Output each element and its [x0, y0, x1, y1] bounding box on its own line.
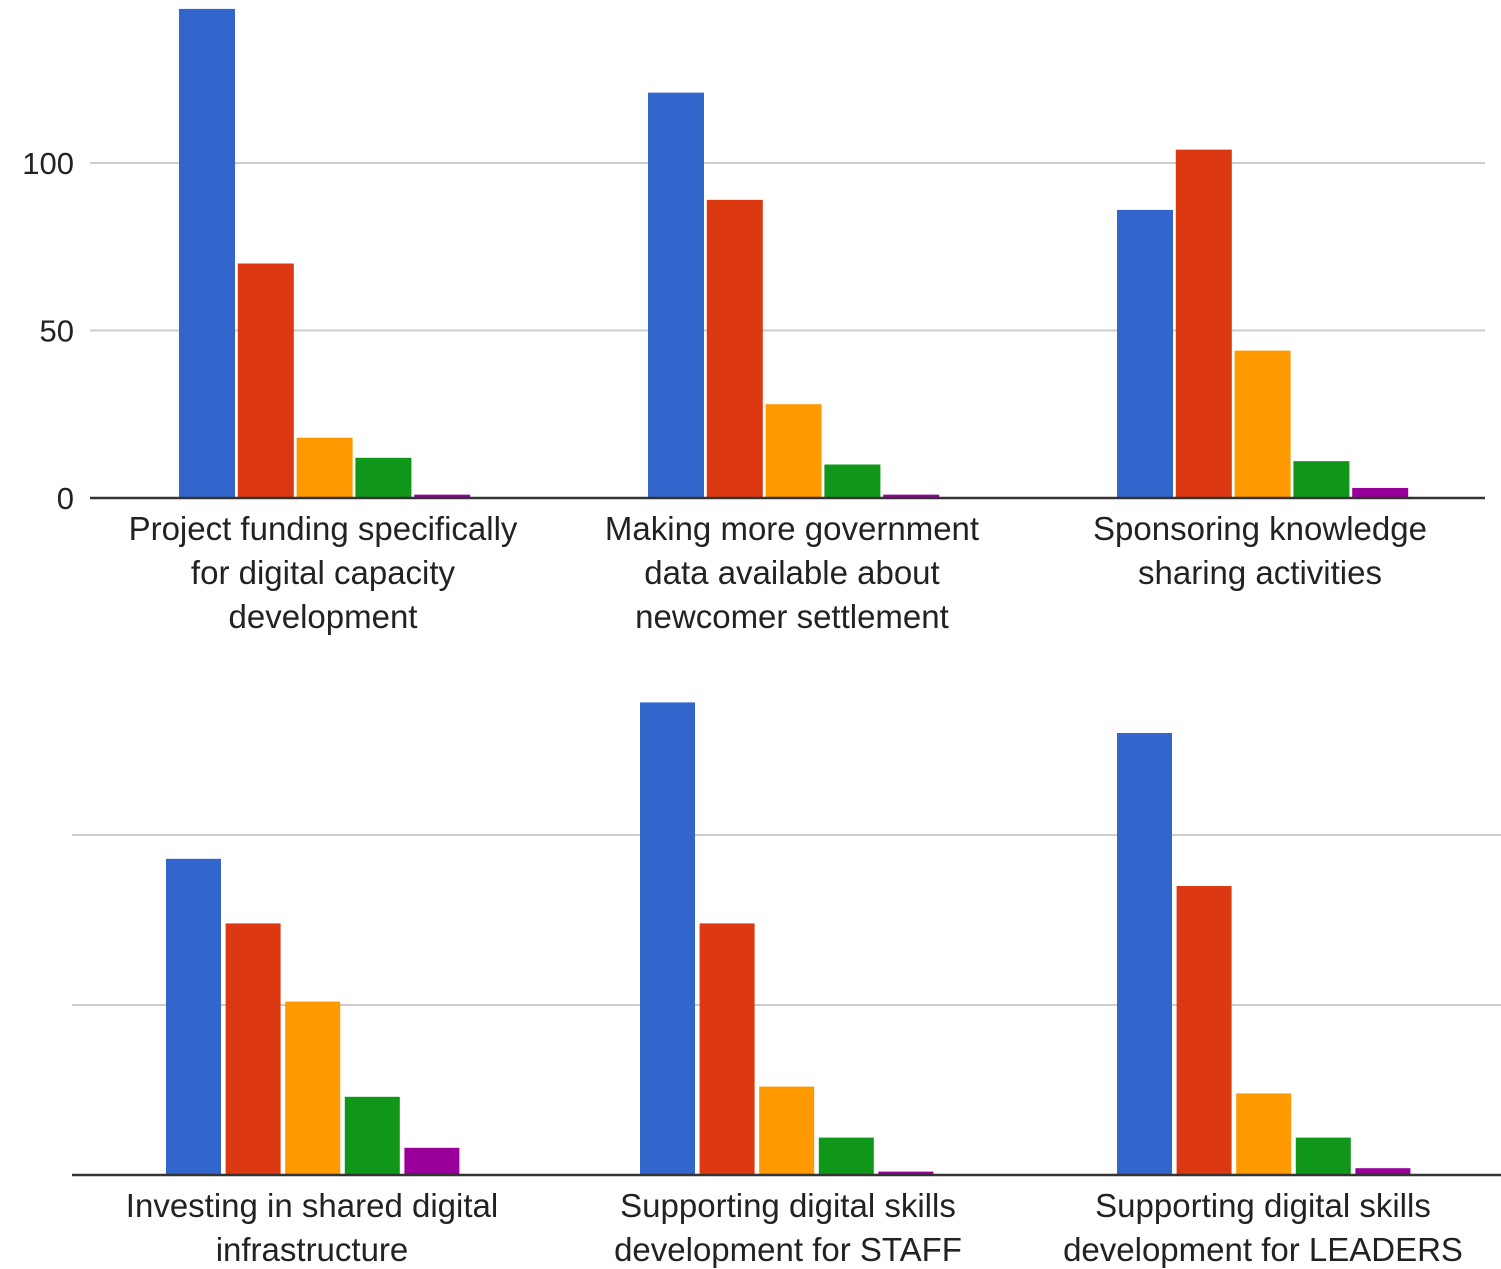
- category-label-line: sharing activities: [1138, 554, 1382, 591]
- bar-series-3-category-2: [765, 404, 822, 498]
- bar-series-4-category-1: [344, 1096, 400, 1175]
- category-label-line: development for LEADERS: [1063, 1231, 1463, 1268]
- bar-series-1-category-2: [648, 92, 704, 499]
- bar-series-3-category-1: [285, 1001, 341, 1175]
- bar-series-4-category-3: [1295, 1137, 1351, 1175]
- category-label-line: Project funding specifically: [129, 510, 518, 547]
- bar-series-5-category-3: [1355, 1168, 1411, 1175]
- y-tick-label: 50: [40, 314, 74, 349]
- bar-series-5-category-2: [878, 1171, 934, 1175]
- bar-series-2-category-1: [237, 263, 294, 498]
- bar-series-2-category-3: [1176, 886, 1232, 1175]
- bar-series-2-category-2: [699, 923, 755, 1175]
- bar-series-4-category-3: [1293, 461, 1350, 498]
- category-label-line: Supporting digital skills: [1095, 1187, 1431, 1224]
- bar-series-4-category-2: [818, 1137, 874, 1175]
- bar-series-2-category-3: [1175, 149, 1232, 498]
- category-label-line: infrastructure: [216, 1231, 409, 1268]
- bar-series-5-category-2: [883, 494, 940, 498]
- bar-series-3-category-3: [1236, 1093, 1292, 1175]
- category-label-line: development: [229, 598, 418, 635]
- bar-series-3-category-2: [759, 1086, 815, 1175]
- chart-panel-2: Investing in shared digital infrastructur…: [72, 702, 1501, 1268]
- category-label: Supporting digital skills development for…: [1063, 1187, 1463, 1268]
- bar-series-5-category-1: [414, 494, 471, 498]
- category-label-line: Supporting digital skills: [620, 1187, 956, 1224]
- category-label: Project funding specifically for digital …: [129, 510, 518, 635]
- bar-series-1-category-1: [166, 858, 221, 1175]
- category-label-line: Sponsoring knowledge: [1093, 510, 1427, 547]
- category-label: Investing in shared digital infrastructur…: [126, 1187, 498, 1268]
- bar-series-5-category-1: [404, 1147, 460, 1175]
- category-label: Supporting digital skills development for…: [614, 1187, 962, 1268]
- category-label-line: Making more government: [605, 510, 979, 547]
- category-label-line: Investing in shared digital: [126, 1187, 498, 1224]
- chart-panel-1: 0 50 100 Project funding specifically for di…: [22, 8, 1485, 635]
- bar-series-4-category-1: [355, 457, 412, 498]
- bar-series-3-category-1: [296, 437, 353, 498]
- category-label-line: for digital capacity: [191, 554, 456, 591]
- bar-series-1-category-3: [1117, 209, 1173, 498]
- category-label: Sponsoring knowledge sharing activities: [1093, 510, 1427, 591]
- y-tick-label: 100: [22, 146, 74, 181]
- category-label-line: newcomer settlement: [635, 598, 949, 635]
- bar-series-2-category-1: [225, 923, 281, 1175]
- bar-series-3-category-3: [1234, 350, 1291, 498]
- category-label: Making more government data available abo…: [605, 510, 979, 635]
- category-label-line: development for STAFF: [614, 1231, 962, 1268]
- y-tick-label: 0: [57, 481, 74, 516]
- category-label-line: data available about: [644, 554, 939, 591]
- bar-series-5-category-3: [1352, 487, 1409, 498]
- bar-series-2-category-2: [706, 199, 763, 498]
- bar-series-1-category-1: [179, 8, 235, 499]
- bar-series-1-category-3: [1117, 733, 1172, 1175]
- bar-series-1-category-2: [640, 702, 695, 1175]
- bar-series-4-category-2: [824, 464, 881, 498]
